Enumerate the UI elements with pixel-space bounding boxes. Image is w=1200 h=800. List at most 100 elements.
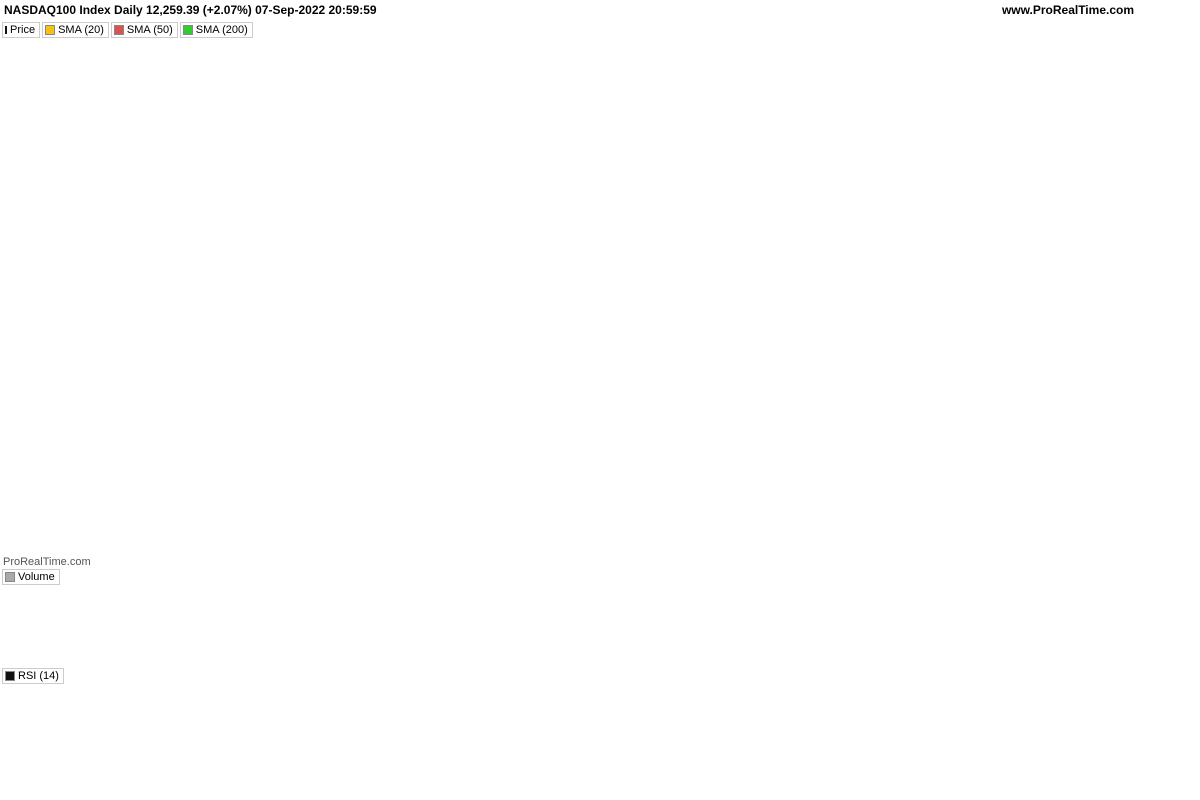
candle-body[interactable]: [626, 159, 637, 170]
candle-body[interactable]: [160, 377, 171, 419]
candle-body[interactable]: [289, 361, 300, 385]
trendlines[interactable]: [0, 46, 737, 558]
candle-body[interactable]: [484, 317, 495, 344]
candle-body[interactable]: [820, 184, 831, 213]
candle-body[interactable]: [510, 279, 521, 286]
candle-body[interactable]: [458, 372, 469, 392]
legend-volume[interactable]: Volume: [2, 569, 60, 585]
rsi-polyline: [9, 704, 930, 750]
candle-body[interactable]: [328, 465, 339, 472]
candle-body[interactable]: [639, 176, 650, 195]
candle-body[interactable]: [82, 211, 93, 290]
legend-rsi[interactable]: RSI (14): [2, 668, 64, 684]
candle-body[interactable]: [406, 401, 417, 426]
rsi-legend: RSI (14): [2, 668, 66, 684]
candle-body[interactable]: [251, 461, 262, 479]
candle-body[interactable]: [212, 510, 223, 538]
rsi-tick-label: 40: [1150, 736, 1162, 748]
candle-body[interactable]: [108, 243, 119, 272]
blue-trendline[interactable]: [139, 420, 335, 528]
candle-body[interactable]: [794, 215, 805, 226]
legend-sma200[interactable]: SMA (200): [179, 22, 253, 38]
blue-trendline[interactable]: [139, 355, 334, 360]
candle-body[interactable]: [600, 227, 611, 238]
candle-body[interactable]: [354, 426, 365, 447]
legend-price[interactable]: Price: [2, 22, 41, 38]
candle-body[interactable]: [393, 381, 404, 401]
candle-body[interactable]: [121, 242, 132, 281]
green-trendline[interactable]: [0, 178, 322, 526]
candle-body[interactable]: [173, 481, 184, 517]
candle-body[interactable]: [445, 386, 456, 403]
candle-body[interactable]: [147, 268, 158, 342]
candle-body[interactable]: [898, 340, 909, 374]
candle-body[interactable]: [432, 429, 443, 453]
candle-body[interactable]: [561, 245, 572, 269]
candle-body[interactable]: [678, 201, 689, 210]
candle-body[interactable]: [367, 417, 378, 424]
candle-body[interactable]: [769, 136, 780, 165]
candle-body[interactable]: [419, 438, 430, 454]
candles[interactable]: [5, 90, 935, 563]
candle-body[interactable]: [95, 272, 106, 295]
green-trendline[interactable]: [604, 96, 633, 442]
legend-sma50[interactable]: SMA (50): [110, 22, 178, 38]
candle-body[interactable]: [782, 197, 792, 226]
candle-body[interactable]: [225, 511, 236, 529]
candle-body[interactable]: [833, 181, 844, 285]
candle-body[interactable]: [497, 263, 508, 286]
candle-body[interactable]: [756, 133, 767, 136]
candle-body[interactable]: [743, 122, 754, 131]
candle-body[interactable]: [238, 472, 249, 490]
candle-body[interactable]: [587, 224, 598, 258]
candle-body[interactable]: [17, 338, 28, 406]
candle-body[interactable]: [704, 111, 715, 138]
candle-body[interactable]: [523, 283, 533, 295]
candle-body[interactable]: [43, 259, 54, 295]
candle-body[interactable]: [30, 217, 41, 313]
candle-body[interactable]: [872, 318, 883, 353]
candle-body[interactable]: [665, 190, 676, 203]
candle-body[interactable]: [859, 308, 870, 324]
candle-body[interactable]: [911, 377, 922, 397]
candle-body[interactable]: [924, 340, 935, 376]
candle-body[interactable]: [341, 458, 352, 474]
candle-body[interactable]: [846, 290, 857, 301]
last-value-tag: [1140, 219, 1200, 235]
candle-body[interactable]: [186, 490, 197, 506]
candle-body[interactable]: [264, 435, 274, 449]
candle-body[interactable]: [885, 345, 896, 372]
x-tick-label: 12: [978, 785, 990, 797]
candle-body[interactable]: [134, 251, 145, 267]
candle-body[interactable]: [199, 458, 210, 501]
site-label[interactable]: www.ProRealTime.com: [1001, 3, 1134, 17]
candle-body[interactable]: [691, 131, 702, 147]
pane-frame: [0, 19, 1141, 567]
swatch-icon: [5, 671, 15, 681]
candle-body[interactable]: [807, 226, 818, 229]
green-trendline[interactable]: [617, 90, 737, 344]
x-tick-label: 27: [29, 785, 41, 797]
candle-body[interactable]: [302, 368, 313, 453]
candle-body[interactable]: [574, 245, 585, 254]
candle-body[interactable]: [276, 360, 287, 428]
candle-body[interactable]: [380, 368, 391, 397]
price-legend: Price SMA (20) SMA (50) SMA (200): [2, 22, 255, 38]
candle-body[interactable]: [548, 283, 559, 333]
candle-body[interactable]: [717, 93, 728, 102]
candle-body[interactable]: [613, 167, 624, 231]
candle-body[interactable]: [471, 351, 482, 388]
candle-body[interactable]: [69, 226, 80, 288]
candle-body[interactable]: [535, 326, 546, 353]
candle-body[interactable]: [56, 227, 67, 251]
candle-body[interactable]: [315, 445, 326, 453]
candle-body[interactable]: [652, 186, 663, 199]
green-trendline[interactable]: [0, 46, 451, 389]
candle-body[interactable]: [5, 388, 15, 431]
horizontal-levels[interactable]: 13,428.00 12,815.00 12,125.00 11,420.00: [0, 119, 1140, 492]
volume-bar: [457, 613, 469, 667]
green-trendline[interactable]: [0, 359, 141, 558]
legend-sma20[interactable]: SMA (20): [42, 22, 109, 38]
candle-body[interactable]: [730, 108, 741, 124]
